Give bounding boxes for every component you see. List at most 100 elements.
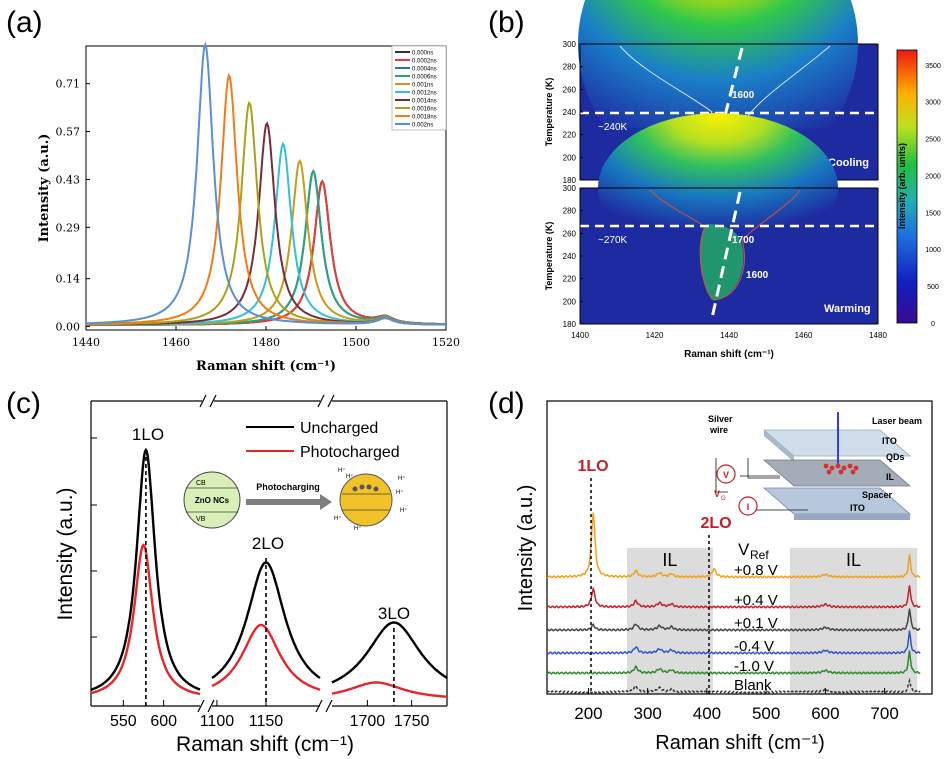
panel-a-x-tick-label: 1520 — [432, 336, 460, 349]
device-inset-label: ITO — [882, 436, 897, 446]
svg-text:V: V — [738, 540, 750, 559]
axis-break-marks — [197, 394, 335, 713]
panel-a-x-tick-label: 1440 — [72, 336, 100, 349]
panel-d-x-tick-label: 700 — [870, 704, 898, 723]
voltage-label: +0.4 V — [734, 592, 778, 609]
colorbar-tick-label: 500 — [927, 284, 939, 291]
vref-meter — [716, 464, 736, 484]
panel-d-label: (d) — [488, 387, 525, 420]
panel-d-series-1 — [546, 585, 921, 609]
panel-b-y-tick-label: 200 — [563, 297, 577, 306]
panel-a-series-0 — [85, 179, 446, 326]
photocharging-inset: CB ZnO NCs VB Photocharging H⁺H⁺H⁺H⁺H⁺H⁺… — [183, 467, 408, 532]
panel-b-x-label: Raman shift (cm⁻¹) — [684, 349, 774, 360]
panel-b-y-tick-label: 280 — [563, 207, 577, 216]
panel-a-series-4 — [85, 158, 446, 326]
il-region-label: IL — [846, 550, 861, 570]
panel-b-y-tick-label: 220 — [563, 131, 577, 140]
panel-c: (c) 550 600 1100 1150 1700 1750 Raman shift (… — [6, 387, 448, 756]
panel-a-series-1 — [85, 179, 446, 326]
panel-d-series-2 — [546, 608, 921, 632]
panel-a-y-label: Intensity (a.u.) — [37, 134, 52, 243]
heatmap-warming-threshold-label: ~270K — [598, 235, 628, 246]
svg-text:G: G — [721, 496, 726, 502]
panel-d-series-0 — [546, 512, 921, 579]
heatmap-cooling-title: Cooling — [828, 157, 869, 169]
panel-a-x-tick-label: 1480 — [252, 336, 280, 349]
panel-b-y-tick-label: 200 — [563, 153, 577, 162]
voltage-header: V Ref — [738, 540, 769, 562]
colorbar-tick-label: 2500 — [925, 137, 941, 144]
il-region-label: IL — [662, 550, 677, 570]
panel-a-y-tick-label: 0.43 — [56, 173, 81, 186]
photocharging-arrow — [246, 494, 332, 510]
panel-b-y-tick-label: 280 — [563, 63, 577, 72]
panel-b-x-tick-label: 1420 — [646, 331, 664, 340]
panel-b-y-tick-label: 300 — [563, 40, 577, 49]
colorbar-tick-label: 2000 — [925, 173, 941, 180]
panel-c-x-tick-label: 1700 — [350, 713, 386, 730]
panel-b-y-tick-label: 300 — [563, 184, 577, 193]
panel-a-legend-entry: 0.001ns — [412, 83, 433, 89]
hydrogen-ion: H⁺ — [396, 489, 404, 496]
legend-photocharged: Photocharged — [300, 444, 400, 461]
panel-b: (b) ~240K 1600 1500 Cooling ~270K 1700 — [488, 0, 941, 360]
electron-dots — [352, 484, 379, 492]
panel-a-series-3 — [86, 169, 446, 326]
panel-b-x-tick-label: 1480 — [869, 331, 887, 340]
heatmap-warming: ~270K 1700 1600 Warming — [579, 113, 879, 325]
device-inset-label: Spacer — [862, 490, 893, 500]
panel-a-x-tick-label: 1460 — [162, 336, 190, 349]
heatmap-warming-contour — [649, 189, 801, 301]
panel-a-y-tick-label: 0.29 — [56, 221, 81, 234]
svg-text:I: I — [747, 502, 750, 512]
device-inset-label: IL — [886, 472, 895, 482]
panel-b-y-tick-label: 260 — [563, 229, 577, 238]
voltage-label: -1.0 V — [734, 658, 774, 675]
peak-label-1lo: 1LO — [132, 425, 164, 444]
device-inset-label: QDs — [886, 452, 905, 462]
panel-a-legend-entry: 0.0006ns — [412, 75, 437, 81]
inset-zno-label: ZnO NCs — [195, 496, 230, 505]
panel-b-y-label-bottom: Temperature (K) — [544, 222, 554, 291]
svg-text:Ref: Ref — [750, 548, 769, 562]
panel-a: (a) 1440 1460 1480 1500 1520 0.00 0.14 0.29 0.4… — [6, 6, 460, 374]
quantum-dots — [823, 463, 859, 475]
panel-b-x-tick-label: 1400 — [571, 331, 589, 340]
legend-uncharged: Uncharged — [300, 420, 378, 437]
panel-d-x-tick-label: 600 — [811, 704, 839, 723]
panel-d-x-tick-label: 200 — [574, 704, 602, 723]
device-inset-label: ITO — [850, 503, 865, 513]
panel-a-y-tick-label: 0.71 — [56, 78, 81, 91]
heatmap-warming-pocket — [699, 224, 744, 300]
panel-a-x-tick-label: 1500 — [342, 336, 370, 349]
peak-label-1lo-d: 1LO — [577, 458, 608, 475]
colorbar-tick-label: 1500 — [925, 210, 941, 217]
panel-b-y-tick-label: 260 — [563, 85, 577, 94]
hydrogen-ion: H⁺ — [398, 475, 406, 482]
panel-a-series-2 — [86, 169, 446, 326]
heatmap-warming-trend-line — [710, 191, 742, 319]
panel-c-x-tick-label: 1750 — [394, 713, 430, 730]
panel-c-series-1-segment-2 — [331, 681, 448, 698]
heatmap-warming-title: Warming — [824, 303, 871, 315]
panel-a-x-label: Raman shift (cm⁻¹) — [196, 359, 336, 374]
panel-c-x-label: Raman shift (cm⁻¹) — [176, 733, 354, 756]
panel-d-x-tick-label: 300 — [634, 704, 662, 723]
colorbar-tick-label: 0 — [931, 321, 935, 328]
panel-a-y-tick-label: 0.00 — [56, 321, 81, 334]
device-inset-label: wire — [709, 425, 728, 435]
panel-a-series-6 — [86, 121, 446, 326]
panel-c-series-0-segment-1 — [211, 561, 321, 679]
panel-c-y-ticks — [91, 437, 97, 638]
panel-a-legend-entry: 0.0018ns — [412, 115, 437, 121]
middle-layer — [762, 459, 912, 487]
photocharging-arrow-label: Photocharging — [256, 482, 320, 492]
ig-meter — [738, 496, 758, 516]
colorbar-tick-label: 3000 — [925, 100, 941, 107]
panel-b-x-tick-label: 1440 — [720, 331, 738, 340]
hydrogen-ion: H⁺ — [346, 473, 354, 480]
panel-b-y-tick-label: 180 — [563, 320, 577, 329]
panel-b-y-tick-label: 240 — [563, 108, 577, 117]
